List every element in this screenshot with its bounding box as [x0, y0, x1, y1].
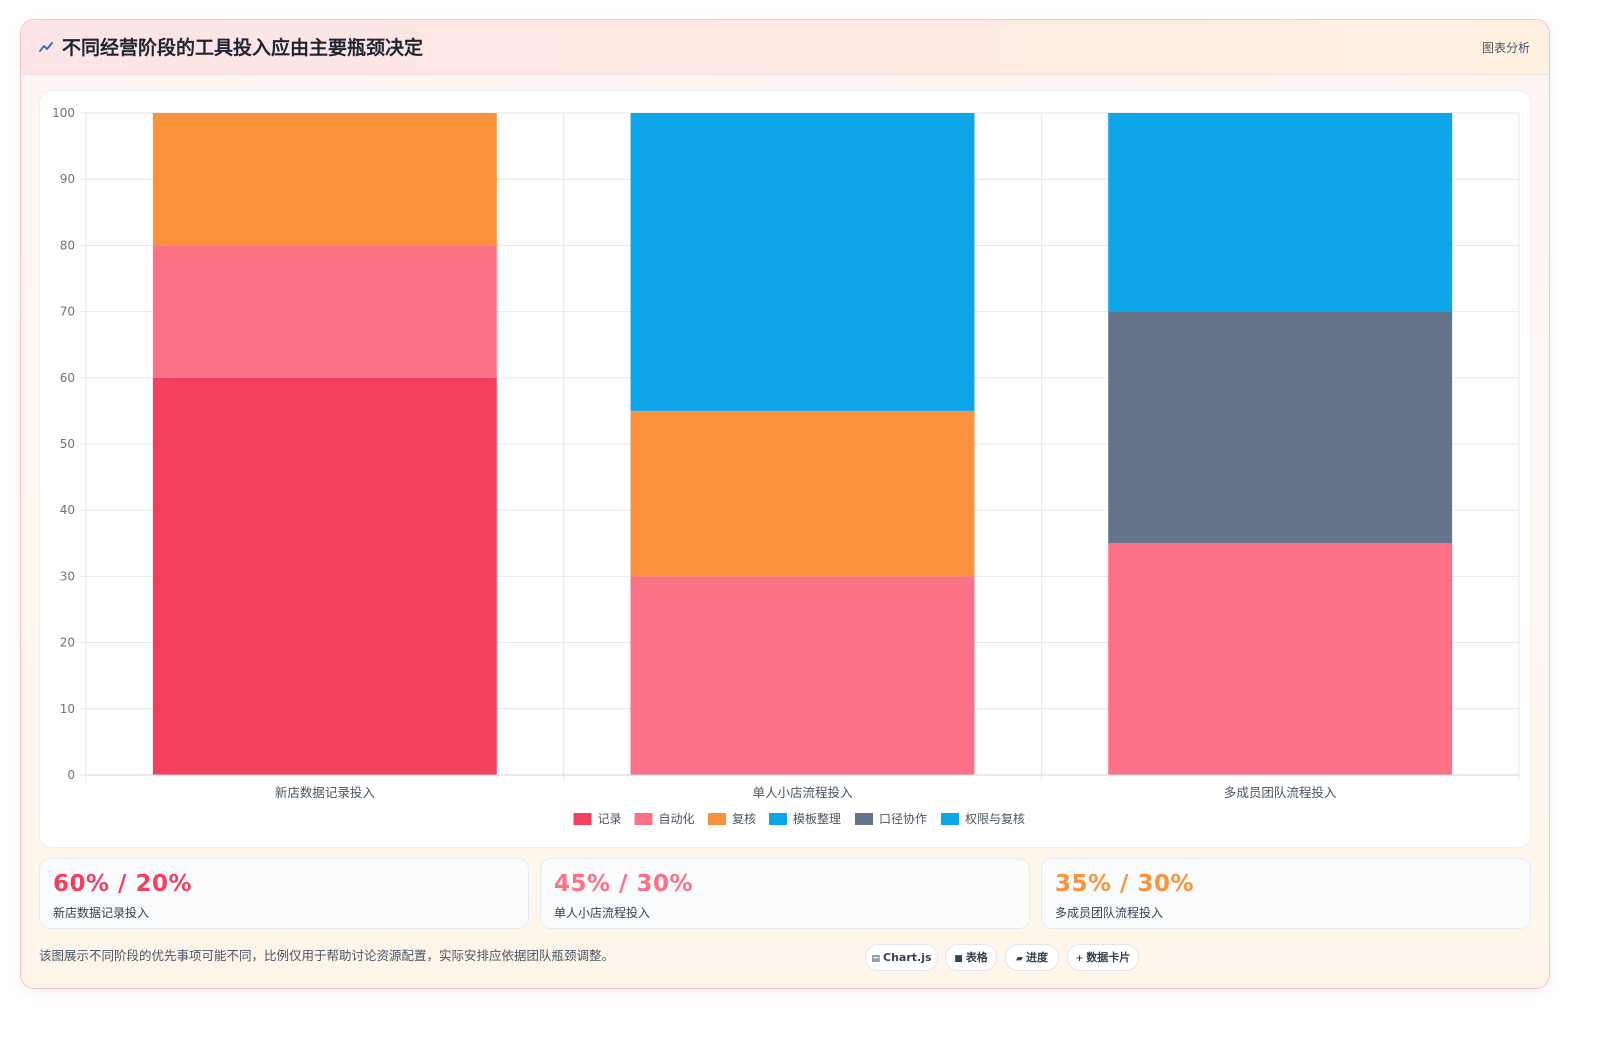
y-tick-label: 70	[60, 305, 75, 319]
chip-data-card[interactable]: + 数据卡片	[1067, 944, 1139, 971]
card-header: 不同经营阶段的工具投入应由主要瓶颈决定 图表分析	[21, 20, 1549, 75]
y-tick-label: 10	[60, 702, 75, 716]
bar-segment	[1108, 311, 1453, 544]
y-tick-label: 20	[60, 636, 75, 650]
y-tick-label: 0	[67, 768, 75, 782]
legend-label: 自动化	[659, 812, 695, 826]
chart-analysis-label: 图表分析	[1481, 41, 1530, 55]
y-tick-label: 90	[60, 172, 75, 186]
x-tick-label: 单人小店流程投入	[752, 785, 853, 800]
stat-label: 单人小店流程投入	[554, 906, 651, 920]
stat-card-solo-store: 45% / 30% 单人小店流程投入	[540, 858, 1030, 929]
chart-line-icon	[39, 42, 53, 52]
chart-icon: ▤	[871, 954, 880, 964]
plus-icon: +	[1075, 954, 1084, 964]
legend-swatch	[708, 813, 726, 825]
progress-icon: ▰	[1016, 954, 1023, 964]
legend-label: 权限与复核	[965, 812, 1025, 826]
chip-progress[interactable]: ▰ 进度	[1005, 944, 1059, 971]
y-tick-label: 50	[60, 437, 75, 451]
chip-label: 进度	[1025, 951, 1048, 964]
stat-label: 新店数据记录投入	[53, 906, 150, 920]
bar-segment	[152, 245, 497, 378]
y-tick-label: 80	[60, 238, 75, 252]
chip-label: 数据卡片	[1086, 951, 1131, 964]
stat-card-team: 35% / 30% 多成员团队流程投入	[1041, 858, 1531, 929]
x-tick-label: 新店数据记录投入	[275, 785, 376, 800]
chart-card: 不同经营阶段的工具投入应由主要瓶颈决定 图表分析 0 10 20 30 40 50 60 70…	[20, 19, 1550, 989]
legend-label: 口径协作	[879, 811, 927, 826]
bar-segment	[630, 113, 975, 411]
legend-swatch	[769, 813, 787, 825]
stat-value: 45% / 30%	[554, 871, 694, 897]
bar-segment	[152, 377, 497, 775]
chip-label: Chart.js	[883, 951, 932, 964]
bar-segment	[152, 113, 497, 246]
legend-swatch	[941, 813, 959, 825]
chart-panel: 0 10 20 30 40 50 60 70 80 90 100 新店数据记录投入 单人小店流程投入 多成…	[39, 90, 1531, 848]
stat-label: 多成员团队流程投入	[1055, 906, 1164, 920]
stacked-bar-chart: 0 10 20 30 40 50 60 70 80 90 100 新店数据记录投入 单人小店流程投入 多成…	[52, 106, 1520, 826]
legend-swatch	[855, 813, 873, 825]
y-tick-label: 100	[52, 106, 75, 120]
y-tick-label: 60	[60, 371, 75, 385]
chip-table[interactable]: ■ 表格	[945, 944, 997, 971]
footnote: 该图展示不同阶段的优先事项可能不同，比例仅用于帮助讨论资源配置，实际安排应依据团…	[39, 948, 615, 963]
chip-chartjs[interactable]: ▤ Chart.js	[865, 944, 938, 971]
chip-label: 表格	[965, 951, 988, 964]
bar-segment	[630, 576, 975, 775]
stat-value: 60% / 20%	[53, 871, 193, 897]
legend-label: 复核	[732, 812, 756, 826]
bar-segment	[630, 410, 975, 577]
x-tick-label: 多成员团队流程投入	[1224, 785, 1337, 800]
page-title: 不同经营阶段的工具投入应由主要瓶颈决定	[62, 37, 424, 59]
bar-segment	[1108, 113, 1453, 312]
table-icon: ■	[954, 954, 963, 964]
stat-value: 35% / 30%	[1055, 871, 1195, 897]
y-tick-label: 30	[60, 569, 75, 583]
stat-card-new-store: 60% / 20% 新店数据记录投入	[39, 858, 529, 929]
y-tick-label: 40	[60, 503, 75, 517]
legend-swatch	[634, 813, 653, 825]
legend-label: 模板整理	[793, 811, 841, 826]
bar-segment	[1108, 543, 1453, 775]
legend-label: 记录	[598, 812, 622, 826]
legend-swatch	[573, 813, 592, 825]
